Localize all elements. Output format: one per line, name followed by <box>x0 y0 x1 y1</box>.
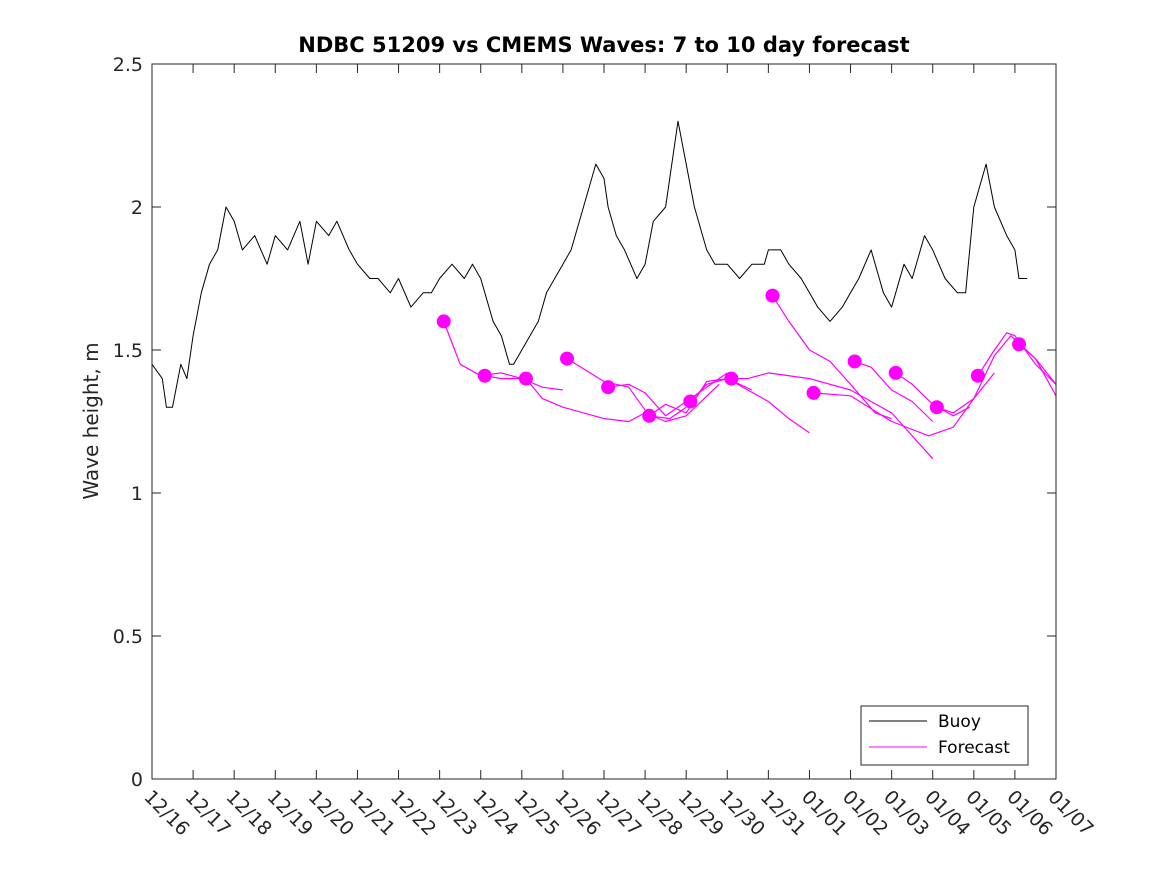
plot-background <box>152 64 1056 779</box>
legend-label-buoy: Buoy <box>938 712 981 732</box>
legend-box <box>860 705 1029 766</box>
x-tick-label: 12/24 <box>468 786 522 840</box>
x-tick-label: 01/05 <box>961 786 1015 840</box>
x-tick-label: 12/18 <box>222 786 276 840</box>
x-tick-label: 12/26 <box>550 786 604 840</box>
x-tick-label: 12/20 <box>304 786 358 840</box>
x-tick-label: 12/19 <box>263 786 317 840</box>
x-tick-label: 12/29 <box>674 786 728 840</box>
forecast-marker <box>765 288 780 303</box>
series-line-forecast-run <box>771 295 892 420</box>
series-line-forecast-run <box>566 358 687 420</box>
plot-area <box>151 63 1057 780</box>
forecast-marker <box>970 368 985 383</box>
forecast-marker <box>1012 337 1027 352</box>
x-tick-label: 01/06 <box>1002 786 1056 840</box>
forecast-marker <box>683 394 698 409</box>
forecast-marker <box>724 371 739 386</box>
y-tick-label: 2 <box>131 197 143 219</box>
x-tick-label: 12/16 <box>139 786 193 840</box>
x-tick-label: 12/27 <box>591 786 645 840</box>
y-axis-label: Wave height, m <box>79 342 103 499</box>
x-tick-label: 01/04 <box>920 786 974 840</box>
series-line-forecast-run <box>977 332 1057 385</box>
forecast-marker <box>518 371 533 386</box>
y-tick-label: 0.5 <box>113 626 143 648</box>
forecast-marker <box>929 400 944 415</box>
x-tick-label: 01/01 <box>797 786 851 840</box>
forecast-marker <box>477 368 492 383</box>
series-line-forecast-run <box>731 372 934 460</box>
forecast-marker <box>806 385 821 400</box>
x-tick-label: 12/25 <box>509 786 563 840</box>
y-tick-label: 1 <box>131 483 143 505</box>
series-line-forecast-run <box>525 378 720 423</box>
series-line-buoy <box>151 120 1028 408</box>
x-tick-label: 12/28 <box>633 786 687 840</box>
y-tick-label: 1.5 <box>113 340 143 362</box>
legend: Buoy Forecast <box>860 705 1029 766</box>
forecast-marker <box>601 380 616 395</box>
forecast-marker <box>436 314 451 329</box>
x-tick-label: 01/03 <box>879 786 933 840</box>
series-layer <box>151 120 1057 460</box>
x-tick-label: 01/07 <box>1043 786 1097 840</box>
forecast-marker <box>888 365 903 380</box>
forecast-marker <box>560 351 575 366</box>
legend-label-forecast: Forecast <box>938 738 1010 758</box>
series-line-forecast-run <box>689 378 810 434</box>
series-line-forecast-run <box>854 360 934 422</box>
x-tick-label: 12/30 <box>715 786 769 840</box>
forecast-marker <box>642 408 657 423</box>
ticks-layer <box>151 63 1057 780</box>
x-tick-label: 12/21 <box>345 786 399 840</box>
x-tick-label: 12/22 <box>386 786 440 840</box>
y-tick-label: 0 <box>131 769 143 791</box>
x-tick-label: 12/17 <box>181 786 235 840</box>
y-tick-label: 2.5 <box>113 54 143 76</box>
x-tick-label: 12/31 <box>756 786 810 840</box>
x-tick-label: 01/02 <box>838 786 892 840</box>
chart-title: NDBC 51209 vs CMEMS Waves: 7 to 10 day f… <box>298 33 909 57</box>
forecast-marker <box>847 354 862 369</box>
series-line-forecast-run <box>1018 343 1057 385</box>
x-tick-label: 12/23 <box>427 786 481 840</box>
